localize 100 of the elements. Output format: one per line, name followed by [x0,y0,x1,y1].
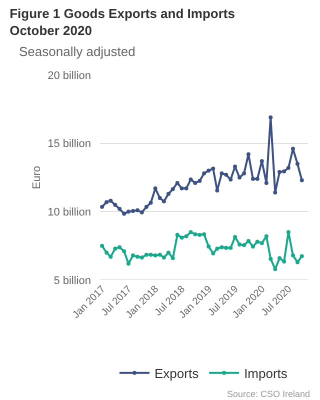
point [144,204,148,209]
point [202,232,206,236]
point [126,210,130,214]
point [224,172,228,177]
point [136,254,140,259]
point [224,246,228,250]
point [228,178,233,182]
point [130,253,135,258]
point [166,250,170,255]
point [180,186,184,190]
point [193,180,198,185]
point [290,253,295,258]
point [104,250,109,255]
point [175,232,180,237]
point [273,190,278,195]
point [300,178,304,182]
point [246,152,250,156]
point [130,208,135,213]
point [206,244,211,249]
point [273,267,278,272]
point [233,234,238,239]
point [286,230,290,234]
point [188,230,193,234]
point [108,198,113,203]
y-tick-label: 5 billion [54,274,91,287]
point [238,176,242,180]
point [122,212,126,216]
point [295,260,300,264]
point [290,146,295,151]
point [215,246,220,251]
point [113,202,118,207]
point [100,204,104,209]
point [264,180,268,185]
point [100,244,104,248]
point [268,115,273,120]
y-axis-title: Euro [31,166,44,190]
point [250,244,255,249]
point [158,252,162,257]
point [260,159,264,164]
y-tick-label: 10 billion [48,206,91,219]
point [215,188,220,192]
point [162,255,166,260]
point [220,171,224,176]
point [238,242,242,246]
chart-subtitle: Seasonally adjusted [19,44,136,59]
point [198,232,202,237]
point [242,243,246,248]
point [250,176,255,181]
point [122,249,126,254]
point [118,206,122,211]
point [286,166,290,170]
y-tick-label: 15 billion [48,138,91,150]
point [278,256,282,260]
legend-label: Imports [244,366,288,381]
point [220,245,224,250]
point [206,168,211,173]
point [246,239,250,244]
point [162,199,166,204]
point [104,200,109,204]
point [264,234,268,238]
point [108,254,113,259]
point [153,186,158,190]
point [242,171,246,176]
point [228,246,233,250]
point [136,208,140,212]
point [184,234,188,238]
point [140,255,144,260]
legend-label: Exports [154,366,200,381]
point [180,236,184,240]
point [170,187,175,192]
point [295,162,300,166]
y-tick-label: 20 billion [48,70,91,82]
source-note: Source: CSO Ireland [227,389,310,399]
point [300,254,304,258]
point [184,186,188,190]
point [144,252,148,257]
point [153,253,158,258]
point [193,232,198,236]
point [211,166,216,171]
point [198,178,202,183]
point [166,192,170,196]
chart-title: Figure 1 Goods Exports and Imports October 2020 [10,6,235,38]
point [211,251,216,256]
point [118,245,122,250]
point [140,210,144,214]
point [260,241,264,246]
point [188,178,193,182]
point [148,252,153,257]
point [255,176,260,181]
point [170,256,175,260]
point [268,256,273,261]
point [255,240,260,244]
point [278,170,282,174]
point [148,200,153,205]
point [126,262,130,266]
point [175,180,180,185]
point [202,171,206,176]
point [158,196,162,200]
point [282,169,286,174]
point [282,260,286,264]
